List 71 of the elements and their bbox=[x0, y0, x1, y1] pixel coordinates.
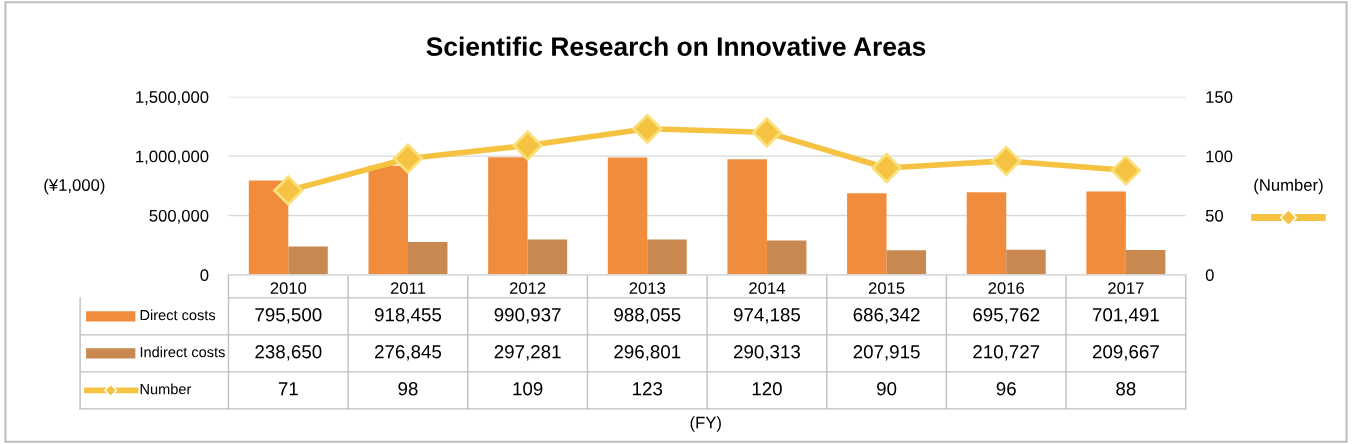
point bbox=[991, 145, 1022, 177]
bar bbox=[1125, 249, 1166, 275]
data-label: 988,055 bbox=[614, 308, 681, 324]
y-axis-title: (¥1,000) bbox=[44, 178, 105, 195]
x-tick-label: 2011 bbox=[390, 282, 426, 295]
legend-label: Direct costs bbox=[140, 309, 216, 321]
y2-tick-label: 100 bbox=[1206, 150, 1233, 163]
y-tick-label: 1,500,000 bbox=[136, 91, 209, 105]
point bbox=[871, 152, 902, 184]
data-label: 795,500 bbox=[255, 308, 322, 324]
data-label: 296,801 bbox=[614, 345, 681, 361]
point bbox=[751, 117, 783, 148]
x-tick-label: 2015 bbox=[868, 282, 905, 295]
bar bbox=[607, 157, 648, 275]
data-label: 990,937 bbox=[494, 308, 561, 324]
bar bbox=[647, 239, 687, 275]
x-tick-label: 2016 bbox=[988, 282, 1025, 295]
point bbox=[1110, 155, 1142, 186]
data-label: 974,185 bbox=[733, 308, 801, 324]
data-label: 210,727 bbox=[973, 345, 1040, 361]
bar bbox=[407, 241, 448, 275]
data-label: 276,845 bbox=[375, 345, 442, 361]
data-label: 297,281 bbox=[494, 345, 561, 361]
legend-label: Number bbox=[140, 383, 192, 395]
data-label: 686,342 bbox=[853, 308, 920, 324]
data-label: 109 bbox=[513, 382, 543, 396]
chart-title: Scientific Research on Innovative Areas bbox=[426, 36, 926, 56]
y-tick-label: 500,000 bbox=[149, 209, 209, 224]
data-label: 701,491 bbox=[1092, 308, 1159, 324]
legend-label: Indirect costs bbox=[140, 346, 225, 358]
y2-tick-label: 50 bbox=[1205, 209, 1224, 222]
bar bbox=[766, 240, 807, 275]
data-label: 88 bbox=[1116, 382, 1136, 396]
bar bbox=[248, 180, 289, 275]
data-label: 96 bbox=[996, 382, 1016, 396]
y2-tick-label: 150 bbox=[1206, 91, 1233, 103]
bar bbox=[1086, 191, 1126, 275]
point bbox=[512, 130, 543, 161]
data-label: 695,762 bbox=[973, 308, 1040, 324]
data-label: 918,455 bbox=[374, 308, 442, 324]
point bbox=[392, 143, 424, 174]
bar bbox=[527, 239, 568, 275]
data-label: 238,650 bbox=[255, 345, 322, 361]
text: (FY) bbox=[690, 416, 721, 432]
x-tick-label: 2010 bbox=[270, 282, 307, 295]
bar bbox=[886, 250, 927, 275]
point bbox=[273, 175, 304, 206]
x-tick-label: 2012 bbox=[509, 282, 546, 295]
data-label: 123 bbox=[633, 382, 663, 396]
data-label: 71 bbox=[278, 382, 298, 396]
bar bbox=[966, 192, 1007, 275]
y2-axis-title: (Number) bbox=[1254, 178, 1323, 195]
bar bbox=[847, 193, 887, 275]
bar bbox=[727, 159, 767, 275]
x-tick-label: 2014 bbox=[749, 282, 785, 295]
data-label: 209,667 bbox=[1092, 345, 1159, 361]
x-tick-label: 2017 bbox=[1108, 282, 1144, 295]
data-label: 98 bbox=[398, 382, 418, 396]
bar bbox=[1006, 249, 1046, 275]
data-label: 207,915 bbox=[853, 345, 920, 361]
bar bbox=[288, 246, 328, 275]
y-tick-label: 0 bbox=[200, 269, 209, 282]
y-tick-label: 1,000,000 bbox=[136, 150, 209, 165]
point bbox=[632, 113, 663, 144]
data-label: 290,313 bbox=[733, 345, 800, 361]
bar bbox=[488, 157, 528, 275]
x-tick-label: 2013 bbox=[629, 282, 666, 295]
data-label: 90 bbox=[877, 382, 897, 396]
bar bbox=[368, 165, 408, 275]
y2-tick-label: 0 bbox=[1205, 269, 1214, 282]
data-label: 120 bbox=[752, 382, 782, 396]
